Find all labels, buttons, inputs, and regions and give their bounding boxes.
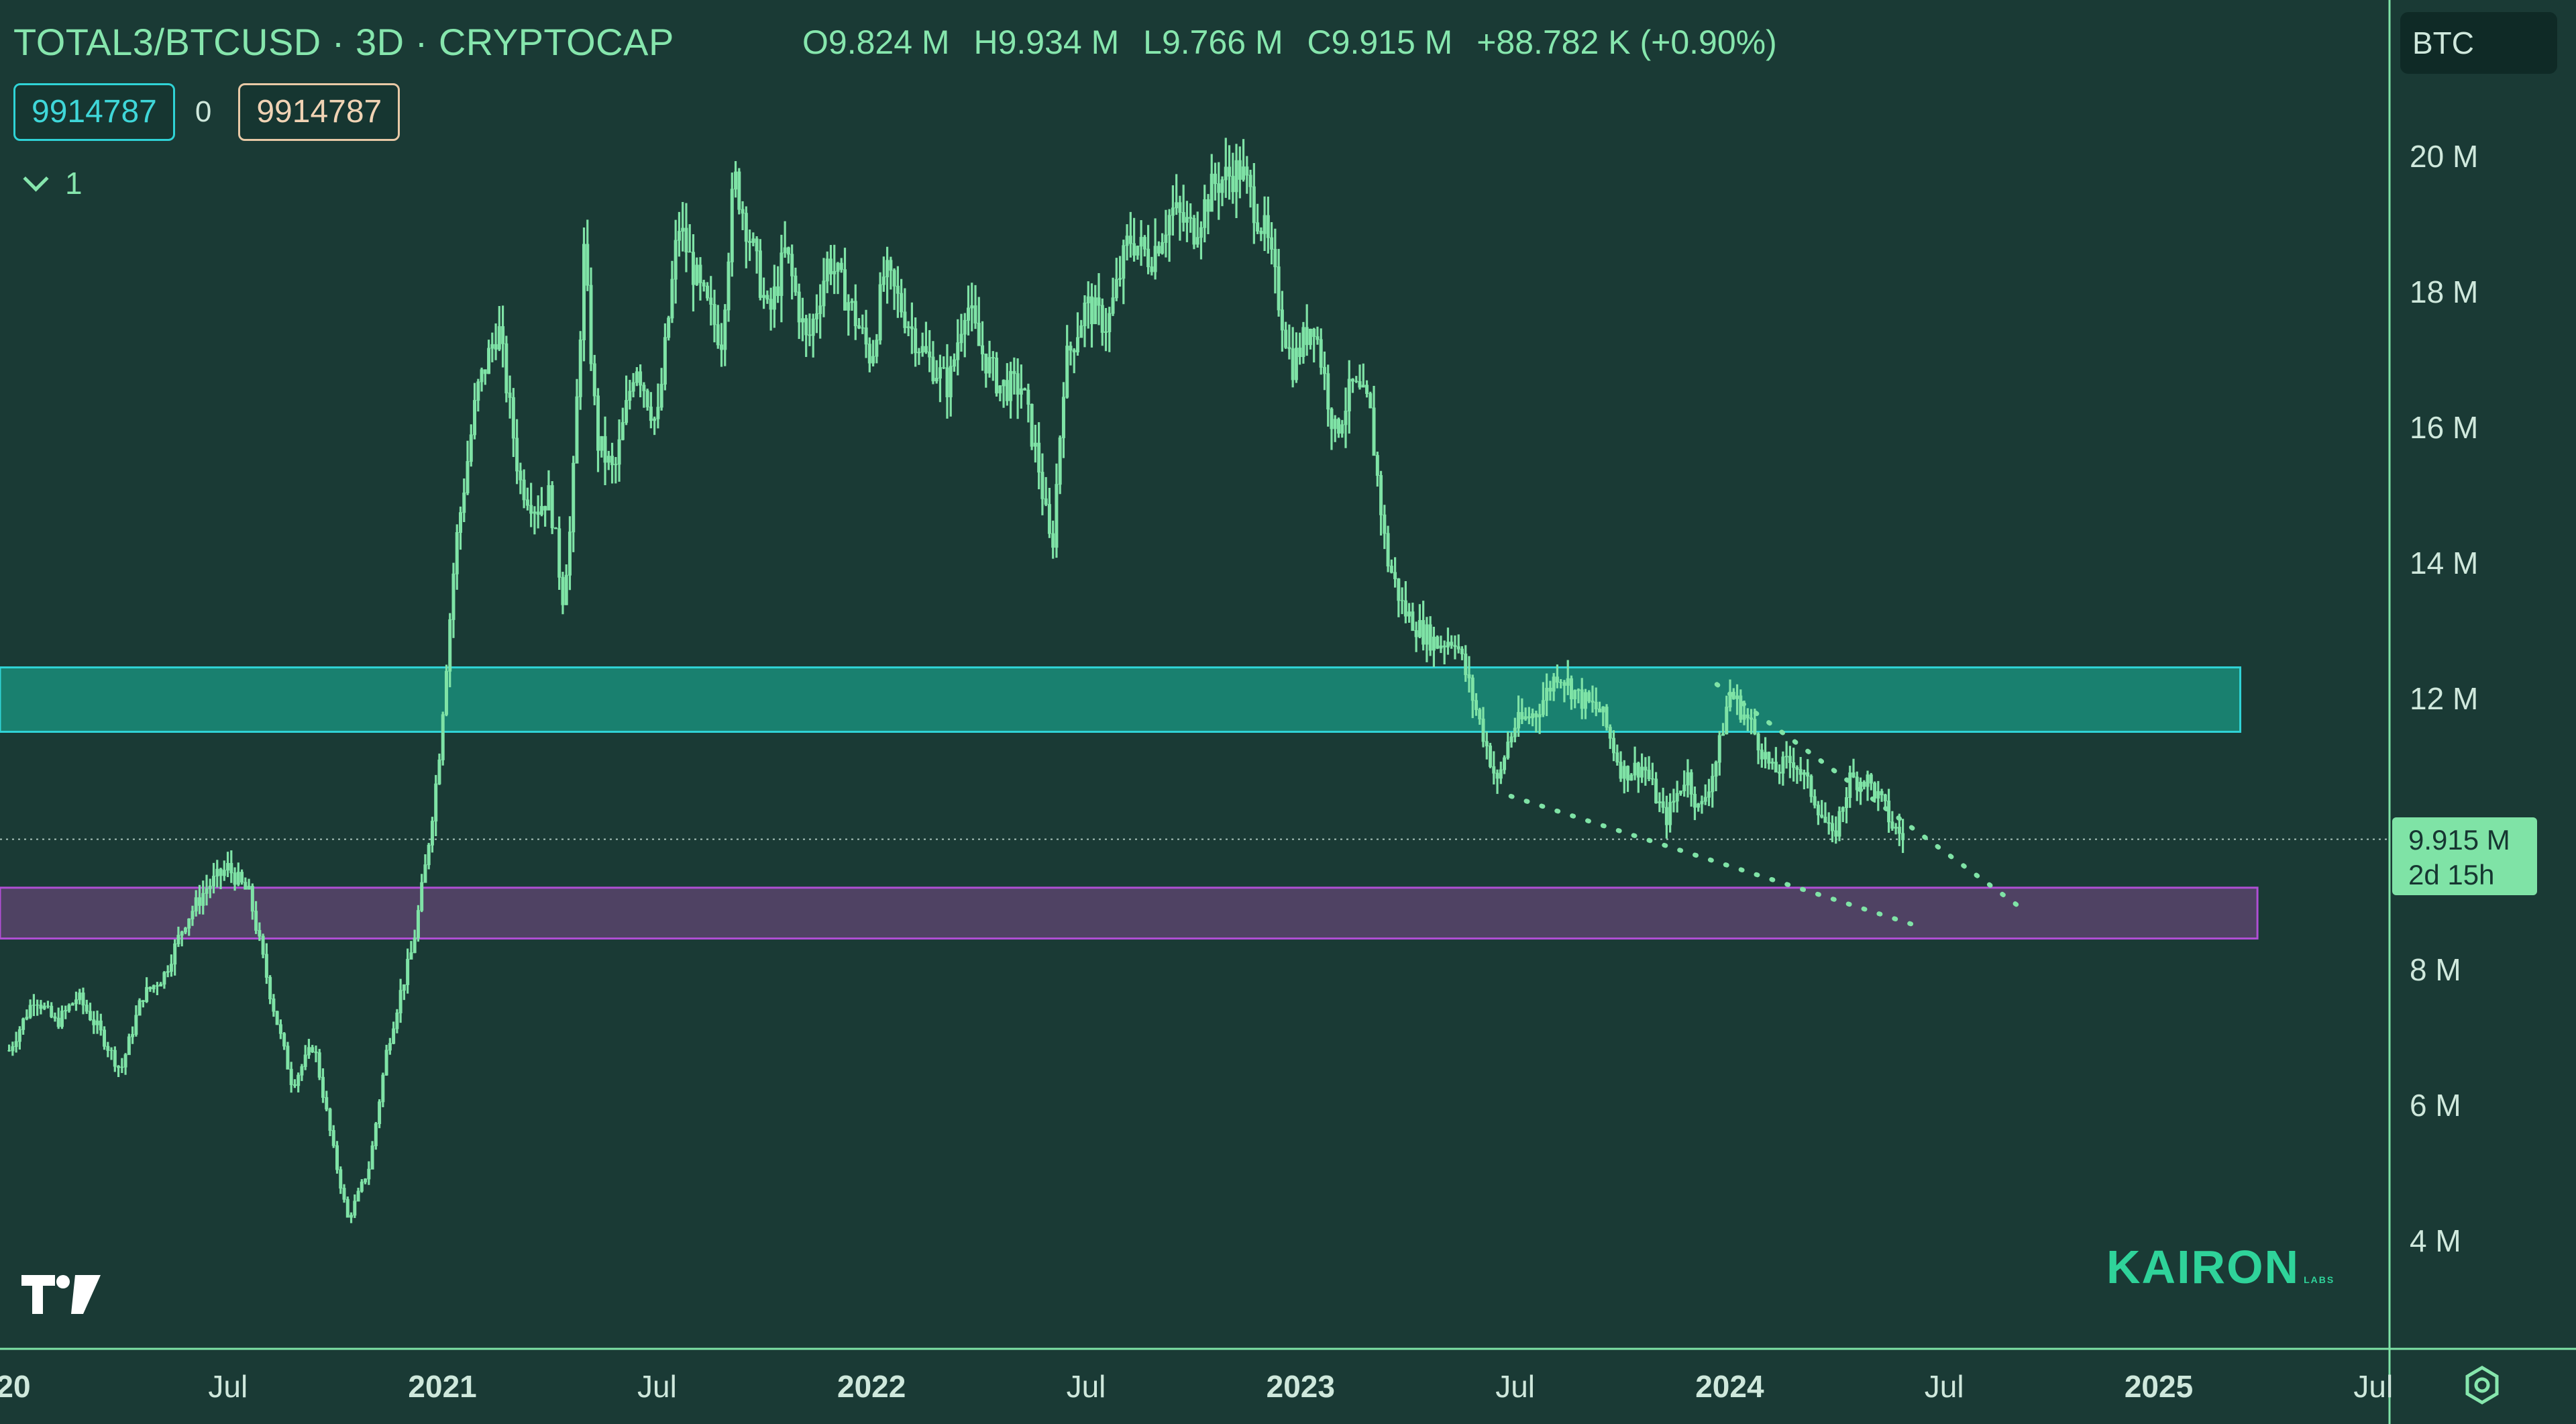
- x-tick-label: Jul: [208, 1369, 248, 1404]
- input-value-b[interactable]: 9914787: [238, 83, 400, 141]
- price-bars: [7, 138, 1905, 1223]
- tradingview-logo-icon[interactable]: [19, 1271, 103, 1318]
- y-tick-label: 8 M: [2410, 952, 2461, 987]
- y-tick-label: 20 M: [2410, 139, 2478, 174]
- x-tick-label: 2023: [1267, 1369, 1335, 1404]
- support-zone: [0, 886, 2259, 940]
- kairon-brand: KAIRON: [2106, 1241, 2300, 1293]
- x-tick-label: 2024: [1695, 1369, 1764, 1404]
- y-tick-label: 4 M: [2410, 1223, 2461, 1258]
- y-tick-label: 6 M: [2410, 1088, 2461, 1123]
- chevron-down-icon: [23, 165, 49, 192]
- y-tick-label: 14 M: [2410, 546, 2478, 580]
- y-tick-label: 18 M: [2410, 274, 2478, 309]
- x-tick-label: 2025: [2125, 1369, 2193, 1404]
- resistance-zone: [0, 666, 2242, 733]
- trendline-upper: [1714, 682, 2029, 914]
- x-tick-label: 2021: [408, 1369, 476, 1404]
- current-price-tag: 9.915 M 2d 15h: [2392, 817, 2537, 895]
- symbol-title[interactable]: TOTAL3/BTCUSD · 3D · CRYPTOCAP: [13, 21, 674, 63]
- bar-countdown: 2d 15h: [2408, 859, 2495, 891]
- x-tick-label: Jul: [1067, 1369, 1106, 1404]
- kairon-watermark: KAIRON LABS: [2106, 1240, 2334, 1294]
- ohlc-close: C9.915 M: [1307, 23, 1453, 61]
- input-value-a[interactable]: 9914787: [13, 83, 175, 141]
- ohlc-change: +88.782 K (+0.90%): [1477, 23, 1777, 61]
- kairon-sub: LABS: [2304, 1274, 2335, 1285]
- indicator-inputs: 9914787 0 9914787: [13, 83, 400, 141]
- ohlc-open: O9.824 M: [802, 23, 950, 61]
- y-tick-label: 12 M: [2410, 681, 2478, 716]
- ohlc-high: H9.934 M: [973, 23, 1120, 61]
- x-tick-label: Jul: [637, 1369, 677, 1404]
- indicators-count: 1: [65, 166, 83, 201]
- ohlc-values: O9.824 M H9.934 M L9.766 M C9.915 M +88.…: [802, 23, 1792, 62]
- ohlc-low: L9.766 M: [1143, 23, 1283, 61]
- x-tick-label: Jul: [1925, 1369, 1964, 1404]
- current-price-value: 9.915 M: [2408, 824, 2510, 856]
- x-tick-label: Jul: [2353, 1369, 2393, 1404]
- indicators-toggle[interactable]: 1: [23, 165, 83, 201]
- y-tick-label: 16 M: [2410, 410, 2478, 445]
- trendline-lower: [1508, 793, 1917, 927]
- x-tick-label: 2022: [837, 1369, 906, 1404]
- currency-unit-badge[interactable]: BTC: [2400, 12, 2557, 74]
- settings-gear-icon[interactable]: [2462, 1365, 2502, 1405]
- x-tick-label: Jul: [1495, 1369, 1535, 1404]
- x-tick-label: 20: [0, 1369, 31, 1404]
- input-zero: 0: [195, 95, 212, 128]
